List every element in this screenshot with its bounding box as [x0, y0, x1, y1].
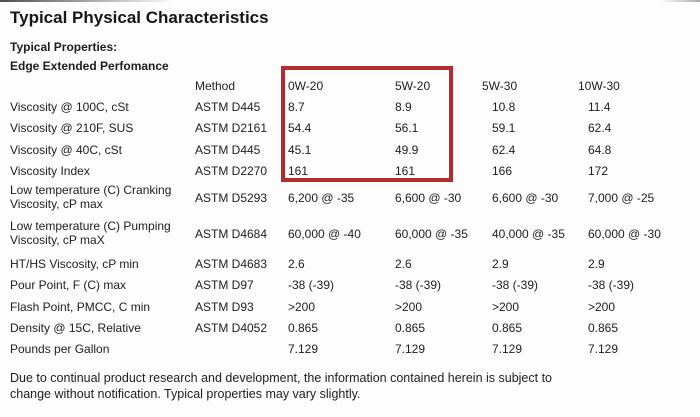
value-cell: 166: [492, 164, 513, 178]
table-row: Low temperature (C) Cranking Viscosity, …: [10, 183, 692, 212]
property-label: Viscosity @ 40C, cSt: [10, 143, 122, 157]
property-label: Pour Point, F (C) max: [10, 278, 127, 292]
table-row: Viscosity Index ASTM D2270 161 161 166 1…: [10, 164, 692, 178]
property-label: Low temperature (C) Pumping Viscosity, c…: [10, 219, 171, 247]
value-cell: 7,000 @ -25: [588, 190, 655, 205]
value-cell: 11.4: [588, 100, 611, 114]
property-label: Density @ 15C, Relative: [10, 321, 141, 335]
value-cell: 0.865: [588, 321, 619, 335]
value-cell: 54.4: [288, 121, 312, 135]
value-cell: 7.129: [588, 342, 619, 356]
top-edge-line: [0, 0, 175, 2]
value-cell: 8.7: [288, 100, 305, 114]
table-row: Pounds per Gallon 7.129 7.129 7.129 7.12…: [10, 342, 692, 356]
value-cell: 62.4: [588, 121, 612, 135]
value-cell: 0.865: [288, 321, 319, 335]
value-cell: -38 (-39): [395, 278, 442, 292]
column-header-grade-5w20: 5W-20: [395, 79, 431, 93]
value-cell: -38 (-39): [492, 278, 539, 292]
property-label: Viscosity @ 100C, cSt: [10, 100, 129, 114]
method-cell: ASTM D4052: [195, 321, 268, 335]
property-label: HT/HS Viscosity, cP min: [10, 257, 139, 271]
table-row: Density @ 15C, Relative ASTM D4052 0.865…: [10, 321, 692, 335]
property-label: Low temperature (C) Cranking Viscosity, …: [10, 183, 172, 211]
value-cell: 7.129: [288, 342, 319, 356]
method-cell: ASTM D445: [195, 143, 261, 157]
method-cell: ASTM D97: [195, 278, 254, 292]
page-title: Typical Physical Characteristics: [10, 8, 269, 27]
value-cell: 7.129: [492, 342, 523, 356]
value-cell: 172: [588, 164, 609, 178]
value-cell: -38 (-39): [588, 278, 635, 292]
column-header-method: Method: [195, 79, 236, 93]
value-cell: 59.1: [492, 121, 516, 135]
value-cell: -38 (-39): [288, 278, 335, 292]
value-cell: 40,000 @ -35: [492, 226, 565, 241]
value-cell: 60,000 @ -40: [288, 226, 361, 241]
table-row: Viscosity @ 210F, SUS ASTM D2161 54.4 56…: [10, 121, 692, 135]
column-header-property: [10, 79, 195, 93]
value-cell: 45.1: [288, 143, 312, 157]
method-cell: ASTM D4684: [195, 226, 268, 241]
column-header-grade-5w30: 5W-30: [482, 79, 518, 93]
value-cell: >200: [492, 300, 520, 314]
method-cell: ASTM D2270: [195, 164, 268, 178]
table-row: Low temperature (C) Pumping Viscosity, c…: [10, 219, 692, 248]
value-cell: 62.4: [492, 143, 516, 157]
value-cell: 49.9: [395, 143, 419, 157]
value-cell: 2.9: [588, 257, 605, 271]
value-cell: 7.129: [395, 342, 426, 356]
column-header-grade-0w20: 0W-20: [288, 79, 324, 93]
column-header-grade-10w30: 10W-30: [578, 79, 620, 93]
value-cell: >200: [288, 300, 316, 314]
disclaimer-text: Due to continual product research and de…: [10, 371, 552, 401]
value-cell: 60,000 @ -30: [588, 226, 661, 241]
top-right-edge-line: [660, 0, 700, 2]
table-row: Viscosity @ 40C, cSt ASTM D445 45.1 49.9…: [10, 143, 692, 157]
method-cell: [195, 342, 288, 356]
subtitle-typical-properties: Typical Properties:: [10, 40, 118, 54]
value-cell: 10.8: [492, 100, 516, 114]
table-row: Flash Point, PMCC, C min ASTM D93 >200 >…: [10, 300, 692, 314]
value-cell: >200: [395, 300, 423, 314]
value-cell: 2.6: [395, 257, 412, 271]
value-cell: 6,600 @ -30: [395, 190, 462, 205]
property-label: Viscosity @ 210F, SUS: [10, 121, 134, 135]
value-cell: 6,600 @ -30: [492, 190, 559, 205]
table-row: HT/HS Viscosity, cP min ASTM D4683 2.6 2…: [10, 257, 692, 271]
table-row: Viscosity @ 100C, cSt ASTM D445 8.7 8.9 …: [10, 100, 692, 114]
method-cell: ASTM D93: [195, 300, 254, 314]
value-cell: 8.9: [395, 100, 412, 114]
subtitle-product-name: Edge Extended Perfomance: [10, 59, 169, 73]
value-cell: 0.865: [492, 321, 523, 335]
value-cell: 6,200 @ -35: [288, 190, 355, 205]
property-label: Flash Point, PMCC, C min: [10, 300, 151, 314]
value-cell: 0.865: [395, 321, 426, 335]
table-header-row: Method 0W-20 5W-20 5W-30 10W-30: [10, 79, 692, 93]
value-cell: 64.8: [588, 143, 612, 157]
property-label: Pounds per Gallon: [10, 342, 110, 356]
value-cell: 2.9: [492, 257, 509, 271]
method-cell: ASTM D4683: [195, 257, 268, 271]
value-cell: 2.6: [288, 257, 305, 271]
value-cell: 60,000 @ -35: [395, 226, 468, 241]
value-cell: >200: [588, 300, 616, 314]
value-cell: 161: [395, 164, 416, 178]
table-row: Pour Point, F (C) max ASTM D97 -38 (-39)…: [10, 278, 692, 292]
method-cell: ASTM D445: [195, 100, 261, 114]
method-cell: ASTM D5293: [195, 190, 268, 205]
property-label: Viscosity Index: [10, 164, 90, 178]
value-cell: 161: [288, 164, 309, 178]
value-cell: 56.1: [395, 121, 419, 135]
method-cell: ASTM D2161: [195, 121, 268, 135]
